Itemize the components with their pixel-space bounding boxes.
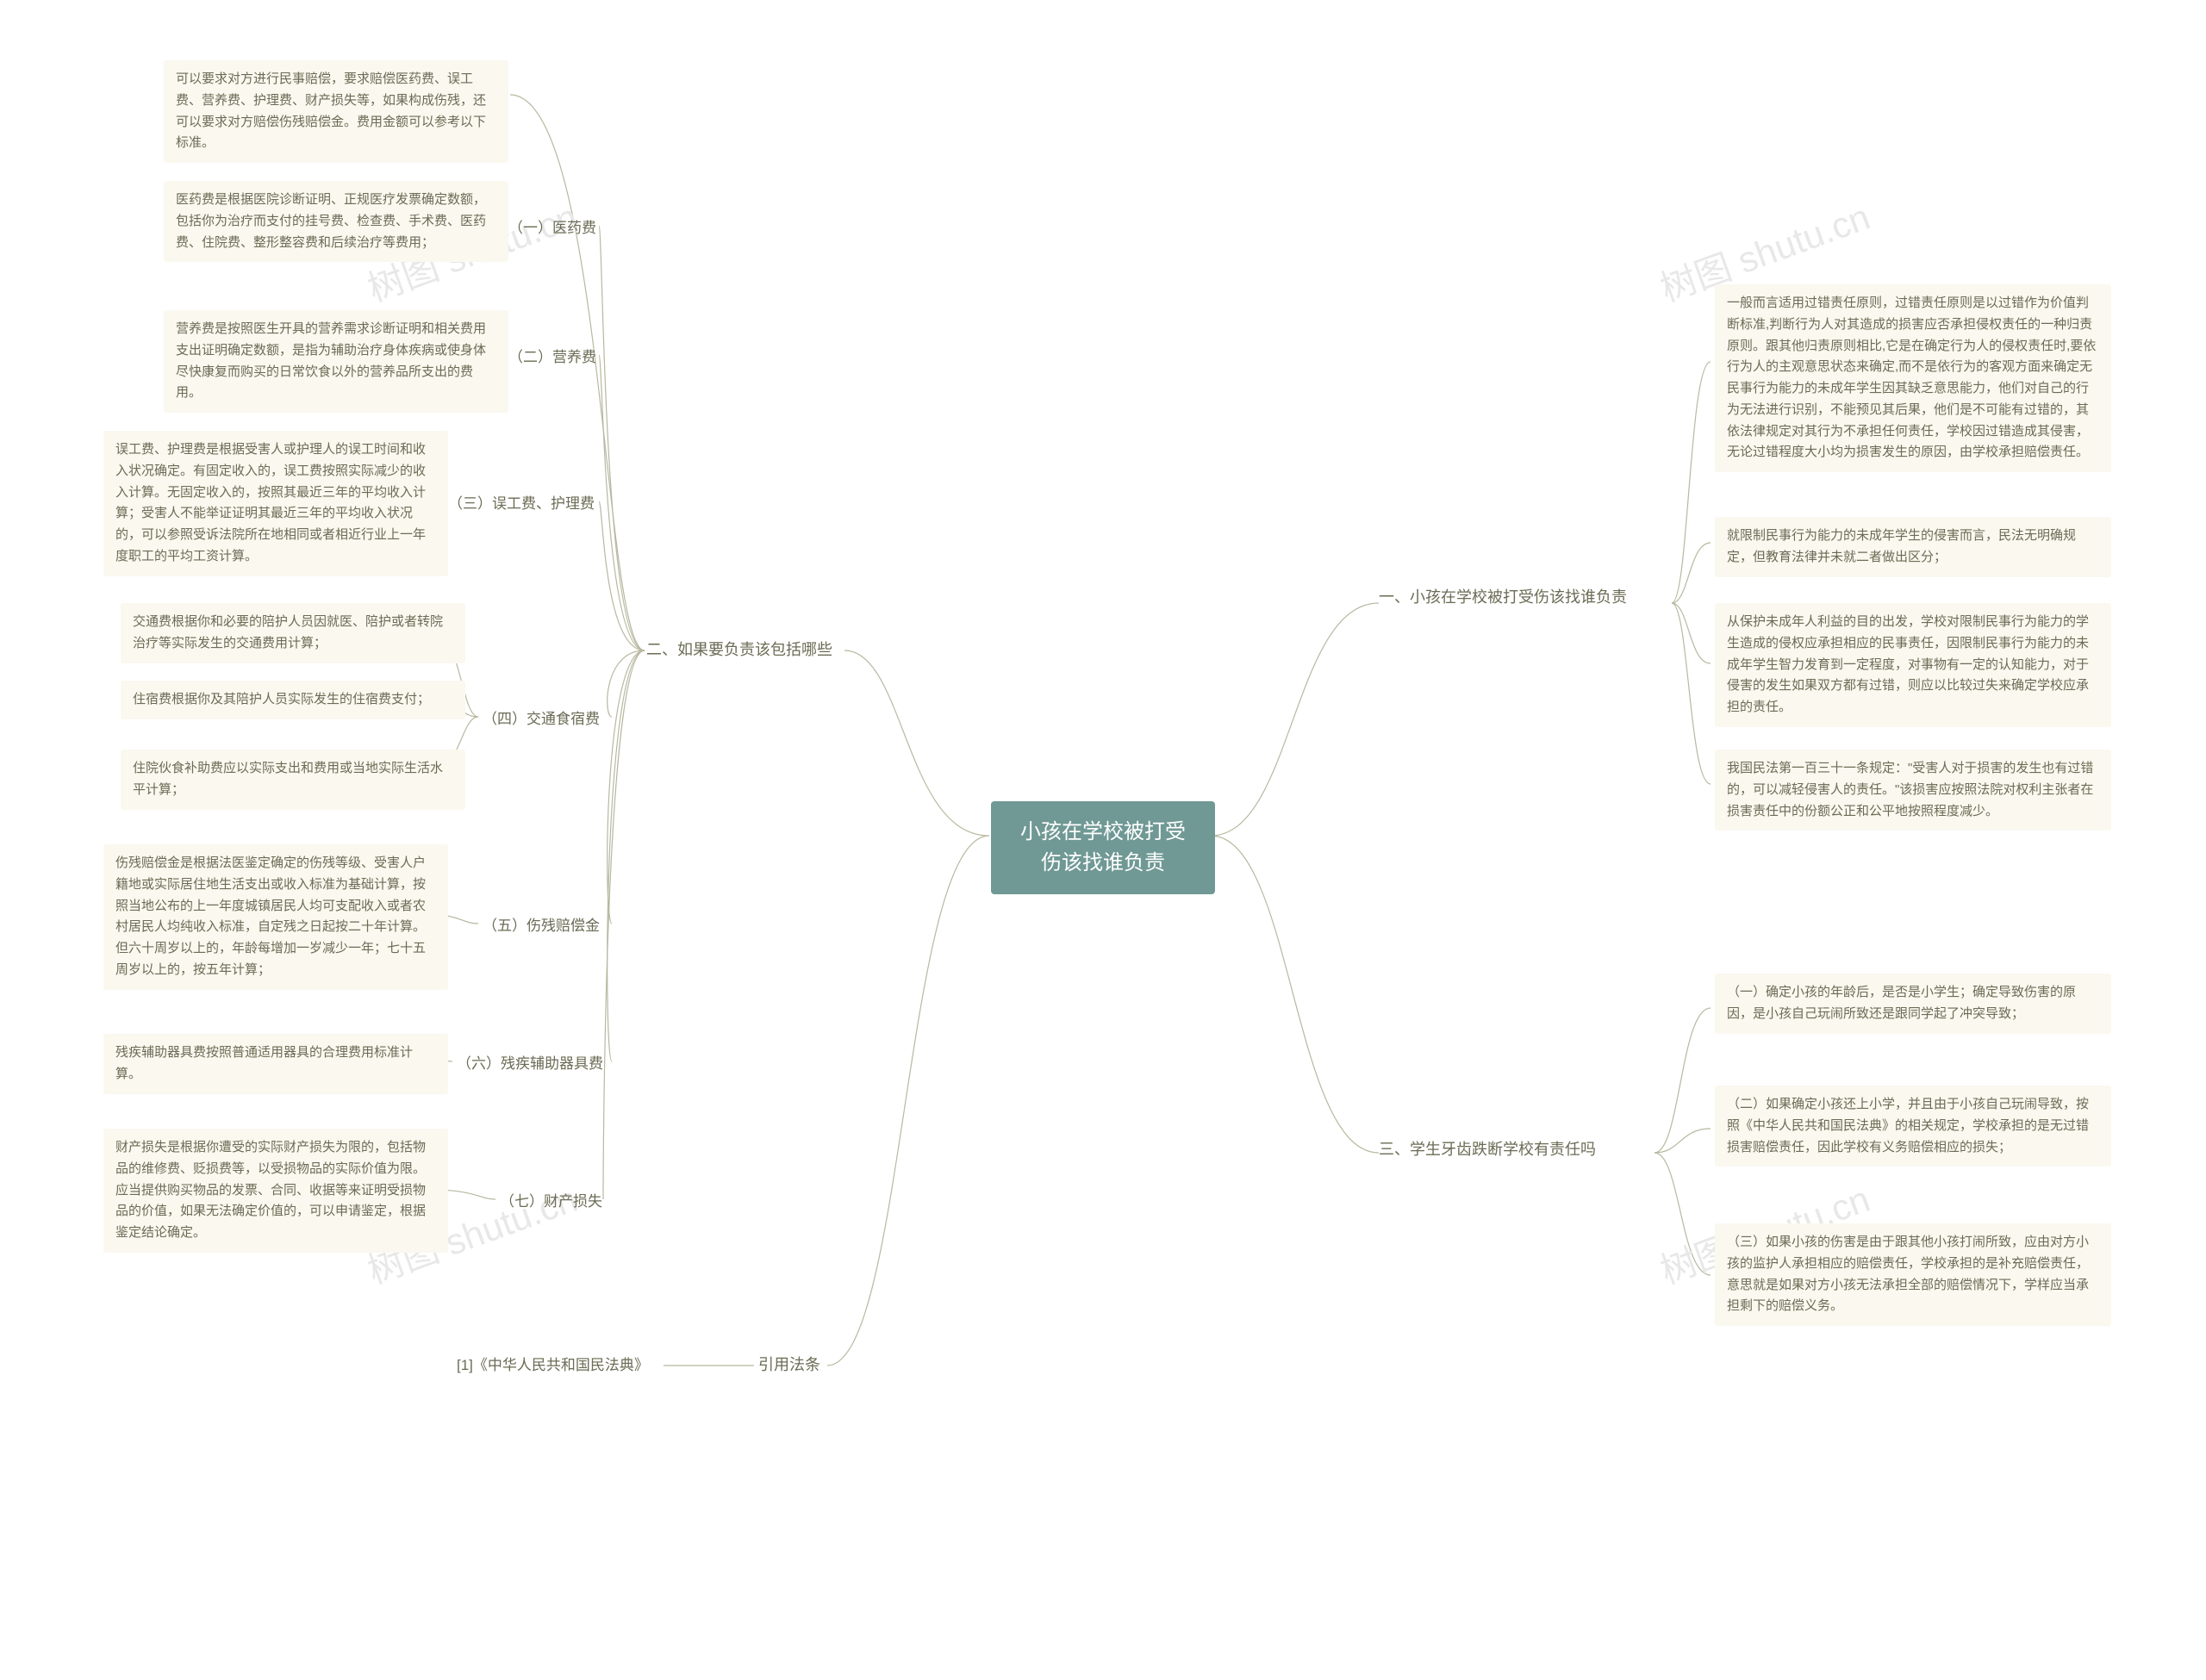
leaf-node: 从保护未成年人利益的目的出发，学校对限制民事行为能力的学生造成的侵权应承担相应的… [1715,603,2111,727]
sub-label: （二）营养费 [508,345,596,366]
leaf-node: （三）如果小孩的伤害是由于跟其他小孩打闹所致，应由对方小孩的监护人承担相应的赔偿… [1715,1223,2111,1326]
sub-label: （三）误工费、护理费 [448,491,595,513]
sub-label: （七）财产损失 [500,1189,602,1210]
leaf-node: 误工费、护理费是根据受害人或护理人的误工时间和收入状况确定。有固定收入的，误工费… [103,431,448,576]
leaf-node: 一般而言适用过错责任原则，过错责任原则是以过错作为价值判断标准,判断行为人对其造… [1715,284,2111,472]
leaf-node: 可以要求对方进行民事赔偿，要求赔偿医药费、误工费、营养费、护理费、财产损失等，如… [164,60,508,163]
mindmap-center: 小孩在学校被打受伤该找谁负责 [991,801,1215,894]
branch-left-2: 引用法条 [758,1353,820,1375]
sub-label: （一）医药费 [508,215,596,237]
leaf-node: 就限制民事行为能力的未成年学生的侵害而言，民法无明确规定，但教育法律并未就二者做… [1715,517,2111,577]
sub-label: （四）交通食宿费 [483,706,600,728]
leaf-node: 住院伙食补助费应以实际支出和费用或当地实际生活水平计算； [121,750,465,810]
leaf-node: （二）如果确定小孩还上小学，并且由于小孩自己玩闹导致，按照《中华人民共和国民法典… [1715,1086,2111,1167]
leaf-node: 财产损失是根据你遭受的实际财产损失为限的，包括物品的维修费、贬损费等，以受损物品… [103,1129,448,1253]
branch-right-2: 三、学生牙齿跌断学校有责任吗 [1379,1137,1596,1160]
leaf-node: （一）确定小孩的年龄后，是否是小学生；确定导致伤害的原因，是小孩自己玩闹所致还是… [1715,974,2111,1034]
leaf-node: 交通费根据你和必要的陪护人员因就医、陪护或者转院治疗等实际发生的交通费用计算； [121,603,465,663]
branch-left-1: 二、如果要负责该包括哪些 [646,638,832,660]
leaf-node: 伤残赔偿金是根据法医鉴定确定的伤残等级、受害人户籍地或实际居住地生活支出或收入标… [103,844,448,990]
leaf-node: 残疾辅助器具费按照普通适用器具的合理费用标准计算。 [103,1034,448,1094]
leaf-node: 营养费是按照医生开具的营养需求诊断证明和相关费用支出证明确定数额，是指为辅助治疗… [164,310,508,413]
branch-right-1: 一、小孩在学校被打受伤该找谁负责 [1379,586,1672,609]
sub-label: （六）残疾辅助器具费 [457,1051,603,1073]
sub-label: [1]《中华人民共和国民法典》 [457,1353,649,1374]
sub-label: （五）伤残赔偿金 [483,913,600,935]
leaf-node: 住宿费根据你及其陪护人员实际发生的住宿费支付； [121,681,465,719]
leaf-node: 我国民法第一百三十一条规定："受害人对于损害的发生也有过错的，可以减轻侵害人的责… [1715,750,2111,831]
leaf-node: 医药费是根据医院诊断证明、正规医疗发票确定数额，包括你为治疗而支付的挂号费、检查… [164,181,508,262]
